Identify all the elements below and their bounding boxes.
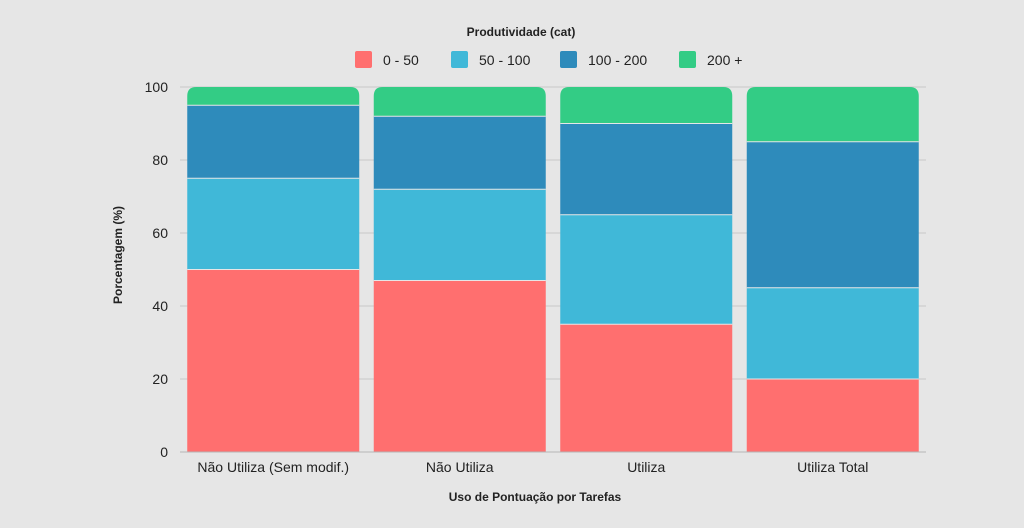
y-tick-label: 80 xyxy=(152,152,168,168)
legend-label-4: 200 + xyxy=(707,52,742,68)
bar-segment-3-4 xyxy=(560,87,733,124)
bar-segment-4-4 xyxy=(746,87,919,142)
legend-label-3: 100 - 200 xyxy=(588,52,647,68)
bar-segment-1-2 xyxy=(187,178,360,270)
bar-segment-4-1 xyxy=(746,379,919,452)
bar-segment-1-4 xyxy=(187,87,360,106)
bar-segment-4-2 xyxy=(746,287,919,379)
legend-swatch-4 xyxy=(679,51,696,68)
bar-segment-2-1 xyxy=(373,280,546,452)
bar-segment-3-1 xyxy=(560,324,733,452)
x-tick-label: Utiliza Total xyxy=(797,459,868,475)
bar-segment-2-4 xyxy=(373,87,546,117)
bar-segment-3-2 xyxy=(560,214,733,325)
x-tick-label: Não Utiliza xyxy=(426,459,494,475)
y-tick-label: 60 xyxy=(152,225,168,241)
y-tick-label: 20 xyxy=(152,371,168,387)
axis-layer: 0 20 40 60 80 100 Não Utiliza (Sem modif.) Não … xyxy=(145,79,926,475)
bar-segment-1-3 xyxy=(187,105,360,179)
legend-swatch-2 xyxy=(451,51,468,68)
y-tick-label: 40 xyxy=(152,298,168,314)
legend-swatch-3 xyxy=(560,51,577,68)
bars-layer xyxy=(187,87,919,452)
x-axis-title: Uso de Pontuação por Tarefas xyxy=(449,490,622,504)
x-tick-label: Utiliza xyxy=(627,459,665,475)
y-tick-label: 100 xyxy=(145,79,169,95)
legend-label-1: 0 - 50 xyxy=(383,52,419,68)
bar-segment-2-3 xyxy=(373,116,546,190)
legend-title: Produtividade (cat) xyxy=(467,25,576,39)
bar-segment-4-3 xyxy=(746,141,919,288)
y-axis-title: Porcentagem (%) xyxy=(111,206,125,304)
bar-segment-1-1 xyxy=(187,269,360,452)
legend: Produtividade (cat) 0 - 50 50 - 100 100 - … xyxy=(355,25,742,68)
legend-swatch-1 xyxy=(355,51,372,68)
y-tick-label: 0 xyxy=(160,444,168,460)
x-tick-label: Não Utiliza (Sem modif.) xyxy=(197,459,349,475)
bar-segment-2-2 xyxy=(373,189,546,281)
legend-label-2: 50 - 100 xyxy=(479,52,531,68)
bar-segment-3-3 xyxy=(560,123,733,215)
